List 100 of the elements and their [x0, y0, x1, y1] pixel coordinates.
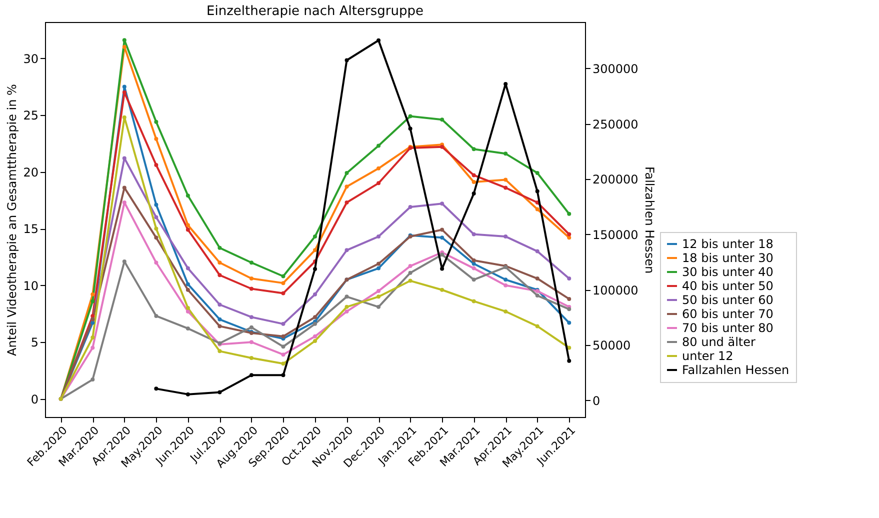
point — [281, 352, 286, 357]
y-tick-label: 15 — [23, 222, 38, 236]
point — [90, 299, 95, 304]
point — [313, 234, 317, 239]
point — [504, 178, 508, 182]
point — [186, 194, 190, 198]
point — [90, 378, 95, 382]
point — [186, 223, 190, 228]
point — [344, 170, 349, 175]
point — [567, 296, 572, 301]
y2-tick-label: 50000 — [592, 338, 631, 353]
point — [154, 226, 158, 231]
point — [281, 281, 286, 286]
point — [472, 266, 476, 270]
point — [472, 232, 476, 236]
point — [440, 236, 444, 240]
point — [535, 249, 540, 254]
point — [535, 207, 540, 212]
legend-label: 40 bis unter 50 — [682, 279, 774, 293]
point — [281, 322, 286, 326]
point — [249, 373, 254, 378]
point — [376, 144, 381, 148]
point — [472, 258, 476, 262]
point — [344, 184, 349, 189]
point — [249, 340, 254, 344]
point — [408, 114, 412, 118]
chart-title: Einzeltherapie nach Altersgruppe — [206, 4, 424, 19]
point — [186, 228, 190, 232]
point — [281, 362, 286, 366]
legend-label: 60 bis unter 70 — [682, 307, 774, 321]
point — [376, 304, 381, 309]
point — [535, 170, 540, 175]
point — [504, 186, 508, 190]
point — [567, 276, 572, 281]
point — [218, 390, 222, 394]
point — [535, 294, 540, 298]
point — [249, 325, 254, 330]
point — [122, 186, 126, 190]
point — [440, 118, 444, 122]
point — [504, 283, 508, 288]
point — [440, 288, 444, 292]
point — [90, 346, 95, 350]
point — [376, 294, 381, 299]
point — [535, 276, 540, 281]
y2-tick-label: 200000 — [592, 172, 638, 187]
y-tick-label: 0 — [30, 392, 38, 406]
point — [472, 147, 476, 152]
legend-label: 18 bis unter 30 — [682, 251, 774, 265]
y2-tick-label: 100000 — [592, 283, 638, 298]
point — [376, 262, 381, 266]
point — [249, 315, 254, 320]
y2-axis-title: Fallzahlen Hessen — [642, 166, 656, 274]
legend-label: 50 bis unter 60 — [682, 293, 774, 307]
point — [122, 260, 126, 264]
point — [154, 136, 158, 141]
point — [122, 38, 126, 42]
point — [122, 44, 126, 49]
point — [440, 266, 444, 271]
point — [504, 278, 508, 282]
point — [218, 260, 222, 265]
point — [376, 289, 381, 294]
point — [504, 234, 508, 239]
point — [154, 215, 158, 220]
point — [281, 344, 286, 349]
point — [313, 315, 317, 320]
point — [313, 334, 317, 338]
point — [281, 274, 286, 278]
legend-label: unter 12 — [682, 349, 734, 363]
point — [567, 320, 572, 325]
point — [567, 307, 572, 312]
point — [218, 302, 222, 307]
point — [122, 200, 126, 204]
point — [440, 228, 444, 232]
legend-label: 30 bis unter 40 — [682, 265, 774, 279]
legend-label: 80 und älter — [682, 335, 756, 349]
point — [344, 200, 349, 204]
point — [504, 309, 508, 314]
point — [249, 356, 254, 360]
y2-tick-label: 0 — [592, 394, 600, 408]
point — [344, 304, 349, 309]
point — [249, 286, 254, 291]
point — [313, 248, 317, 252]
point — [186, 266, 190, 270]
point — [122, 156, 126, 160]
point — [154, 314, 158, 318]
point — [535, 189, 540, 194]
point — [154, 236, 158, 240]
point — [90, 320, 95, 325]
point — [408, 270, 412, 275]
point — [218, 246, 222, 250]
point — [281, 334, 286, 338]
point — [376, 166, 381, 170]
y2-tick-label: 250000 — [592, 117, 638, 132]
point — [408, 205, 412, 210]
point — [186, 282, 190, 286]
point — [90, 314, 95, 318]
point — [567, 358, 572, 363]
y-axis-title: Anteil Videotherapie an Gesamttherapie in % — [5, 84, 20, 356]
point — [154, 260, 158, 265]
point — [154, 202, 158, 207]
